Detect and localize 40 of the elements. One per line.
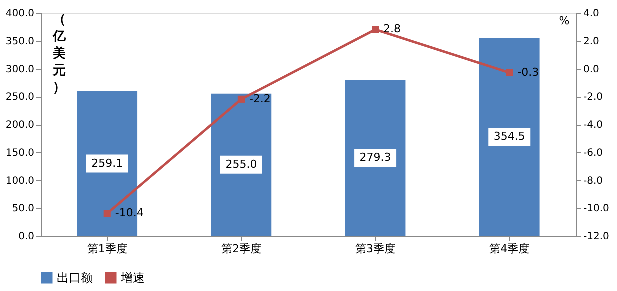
data-label: 279.3 [360, 151, 392, 164]
point [506, 69, 514, 76]
y-tick-label: 300.0 [6, 64, 34, 76]
bar [479, 38, 540, 236]
data-label: 2.8 [384, 22, 402, 36]
x-tick-label: 第4季度 [490, 242, 530, 256]
x-tick-label: 第3季度 [356, 242, 396, 256]
point [372, 26, 380, 34]
y2-tick-label: 4.0 [584, 8, 600, 20]
y2-tick-label: -2.0 [584, 92, 604, 104]
y-tick-label: 50.0 [12, 204, 34, 215]
y2-tick-label: 2.0 [584, 36, 600, 48]
y-tick-label: 400.0 [6, 8, 34, 20]
y2-tick-label: -10.0 [584, 204, 610, 215]
y2-tick-label: -4.0 [584, 120, 604, 131]
data-label: 354.5 [494, 130, 526, 144]
y-tick-label: 350.0 [6, 36, 34, 48]
x-tick-label: 第2季度 [221, 242, 262, 256]
y-tick-label: 200.0 [6, 120, 34, 131]
y2-axis-title: % [559, 14, 570, 28]
bar [211, 94, 272, 236]
point [238, 96, 245, 103]
y-axis-title: （亿美元） [52, 12, 67, 96]
y-tick-label: 100.0 [6, 176, 34, 187]
data-label: -2.2 [249, 92, 271, 106]
data-label: 255.0 [226, 158, 258, 171]
point [104, 210, 111, 218]
y-tick-label: 0.0 [18, 232, 34, 242]
data-label: 259.1 [92, 156, 124, 170]
y-tick-label: 150.0 [6, 148, 34, 159]
y2-tick-label: -6.0 [584, 148, 604, 159]
y2-tick-label: -8.0 [584, 176, 604, 187]
legend-label: 增速 [120, 271, 145, 285]
legend-label: 出口额 [57, 271, 93, 285]
data-label: -0.3 [518, 66, 540, 79]
y-tick-label: 250.0 [6, 92, 34, 104]
bar [345, 80, 406, 236]
y2-tick-label: -12.0 [584, 232, 610, 242]
x-tick-label: 第1季度 [87, 242, 128, 256]
y2-tick-label: 0.0 [584, 64, 600, 76]
